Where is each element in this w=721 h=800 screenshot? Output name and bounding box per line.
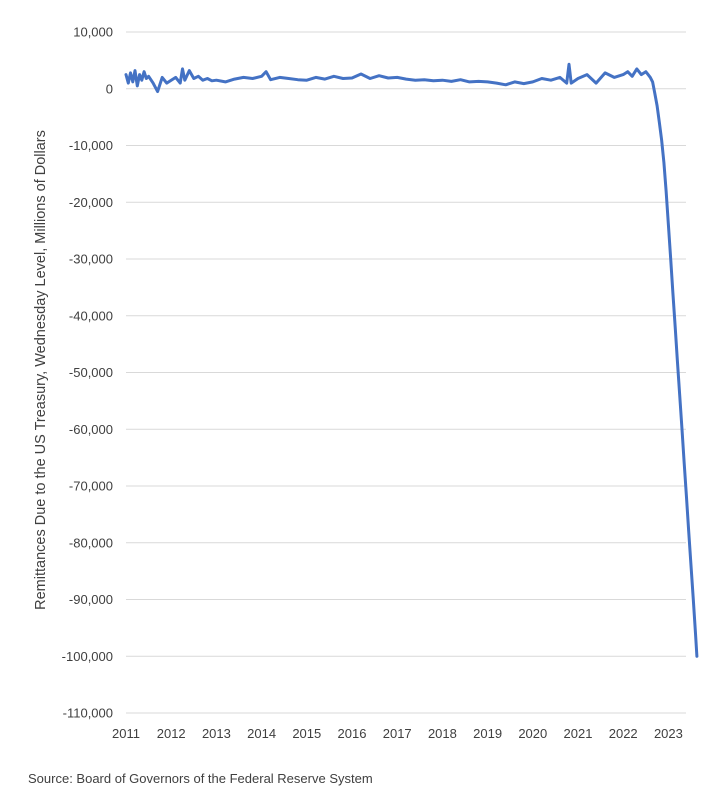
y-tick-label: -30,000 bbox=[69, 252, 113, 267]
x-tick-label: 2019 bbox=[473, 726, 502, 741]
x-tick-label: 2018 bbox=[428, 726, 457, 741]
y-tick-label: -90,000 bbox=[69, 592, 113, 607]
y-tick-label: 0 bbox=[106, 81, 113, 96]
x-tick-label: 2021 bbox=[564, 726, 593, 741]
x-tick-label: 2017 bbox=[383, 726, 412, 741]
gridlines bbox=[126, 31, 686, 714]
x-tick-label: 2014 bbox=[247, 726, 276, 741]
y-tick-label: -50,000 bbox=[69, 365, 113, 380]
series-line bbox=[124, 62, 699, 658]
y-tick-label: -60,000 bbox=[69, 422, 113, 437]
source-note: Source: Board of Governors of the Federa… bbox=[28, 771, 373, 786]
y-tick-label: -10,000 bbox=[69, 138, 113, 153]
y-axis-tick-labels: 10,000 0 -10,000 -20,000 -30,000 -40,000 -50,0… bbox=[62, 25, 113, 721]
y-tick-label: -100,000 bbox=[62, 649, 113, 664]
x-tick-label: 2022 bbox=[609, 726, 638, 741]
x-tick-label: 2012 bbox=[157, 726, 186, 741]
y-axis-title: Remittances Due to the US Treasury, Wedn… bbox=[33, 130, 49, 610]
y-tick-label: -40,000 bbox=[69, 308, 113, 323]
y-tick-label: -70,000 bbox=[69, 479, 113, 494]
x-tick-label: 2016 bbox=[338, 726, 367, 741]
series-layer bbox=[124, 62, 699, 658]
y-tick-label: -20,000 bbox=[69, 195, 113, 210]
x-tick-label: 2011 bbox=[112, 726, 140, 741]
x-tick-label: 2023 bbox=[654, 726, 683, 741]
x-tick-label: 2013 bbox=[202, 726, 231, 741]
y-tick-label: -110,000 bbox=[63, 706, 113, 721]
x-tick-label: 2020 bbox=[518, 726, 547, 741]
y-tick-label: 10,000 bbox=[73, 25, 113, 40]
x-tick-label: 2015 bbox=[292, 726, 321, 741]
y-tick-label: -80,000 bbox=[69, 535, 113, 550]
x-axis-tick-labels: 2011 2012 2013 2014 2015 2016 2017 2018 2019 2020… bbox=[112, 726, 683, 741]
